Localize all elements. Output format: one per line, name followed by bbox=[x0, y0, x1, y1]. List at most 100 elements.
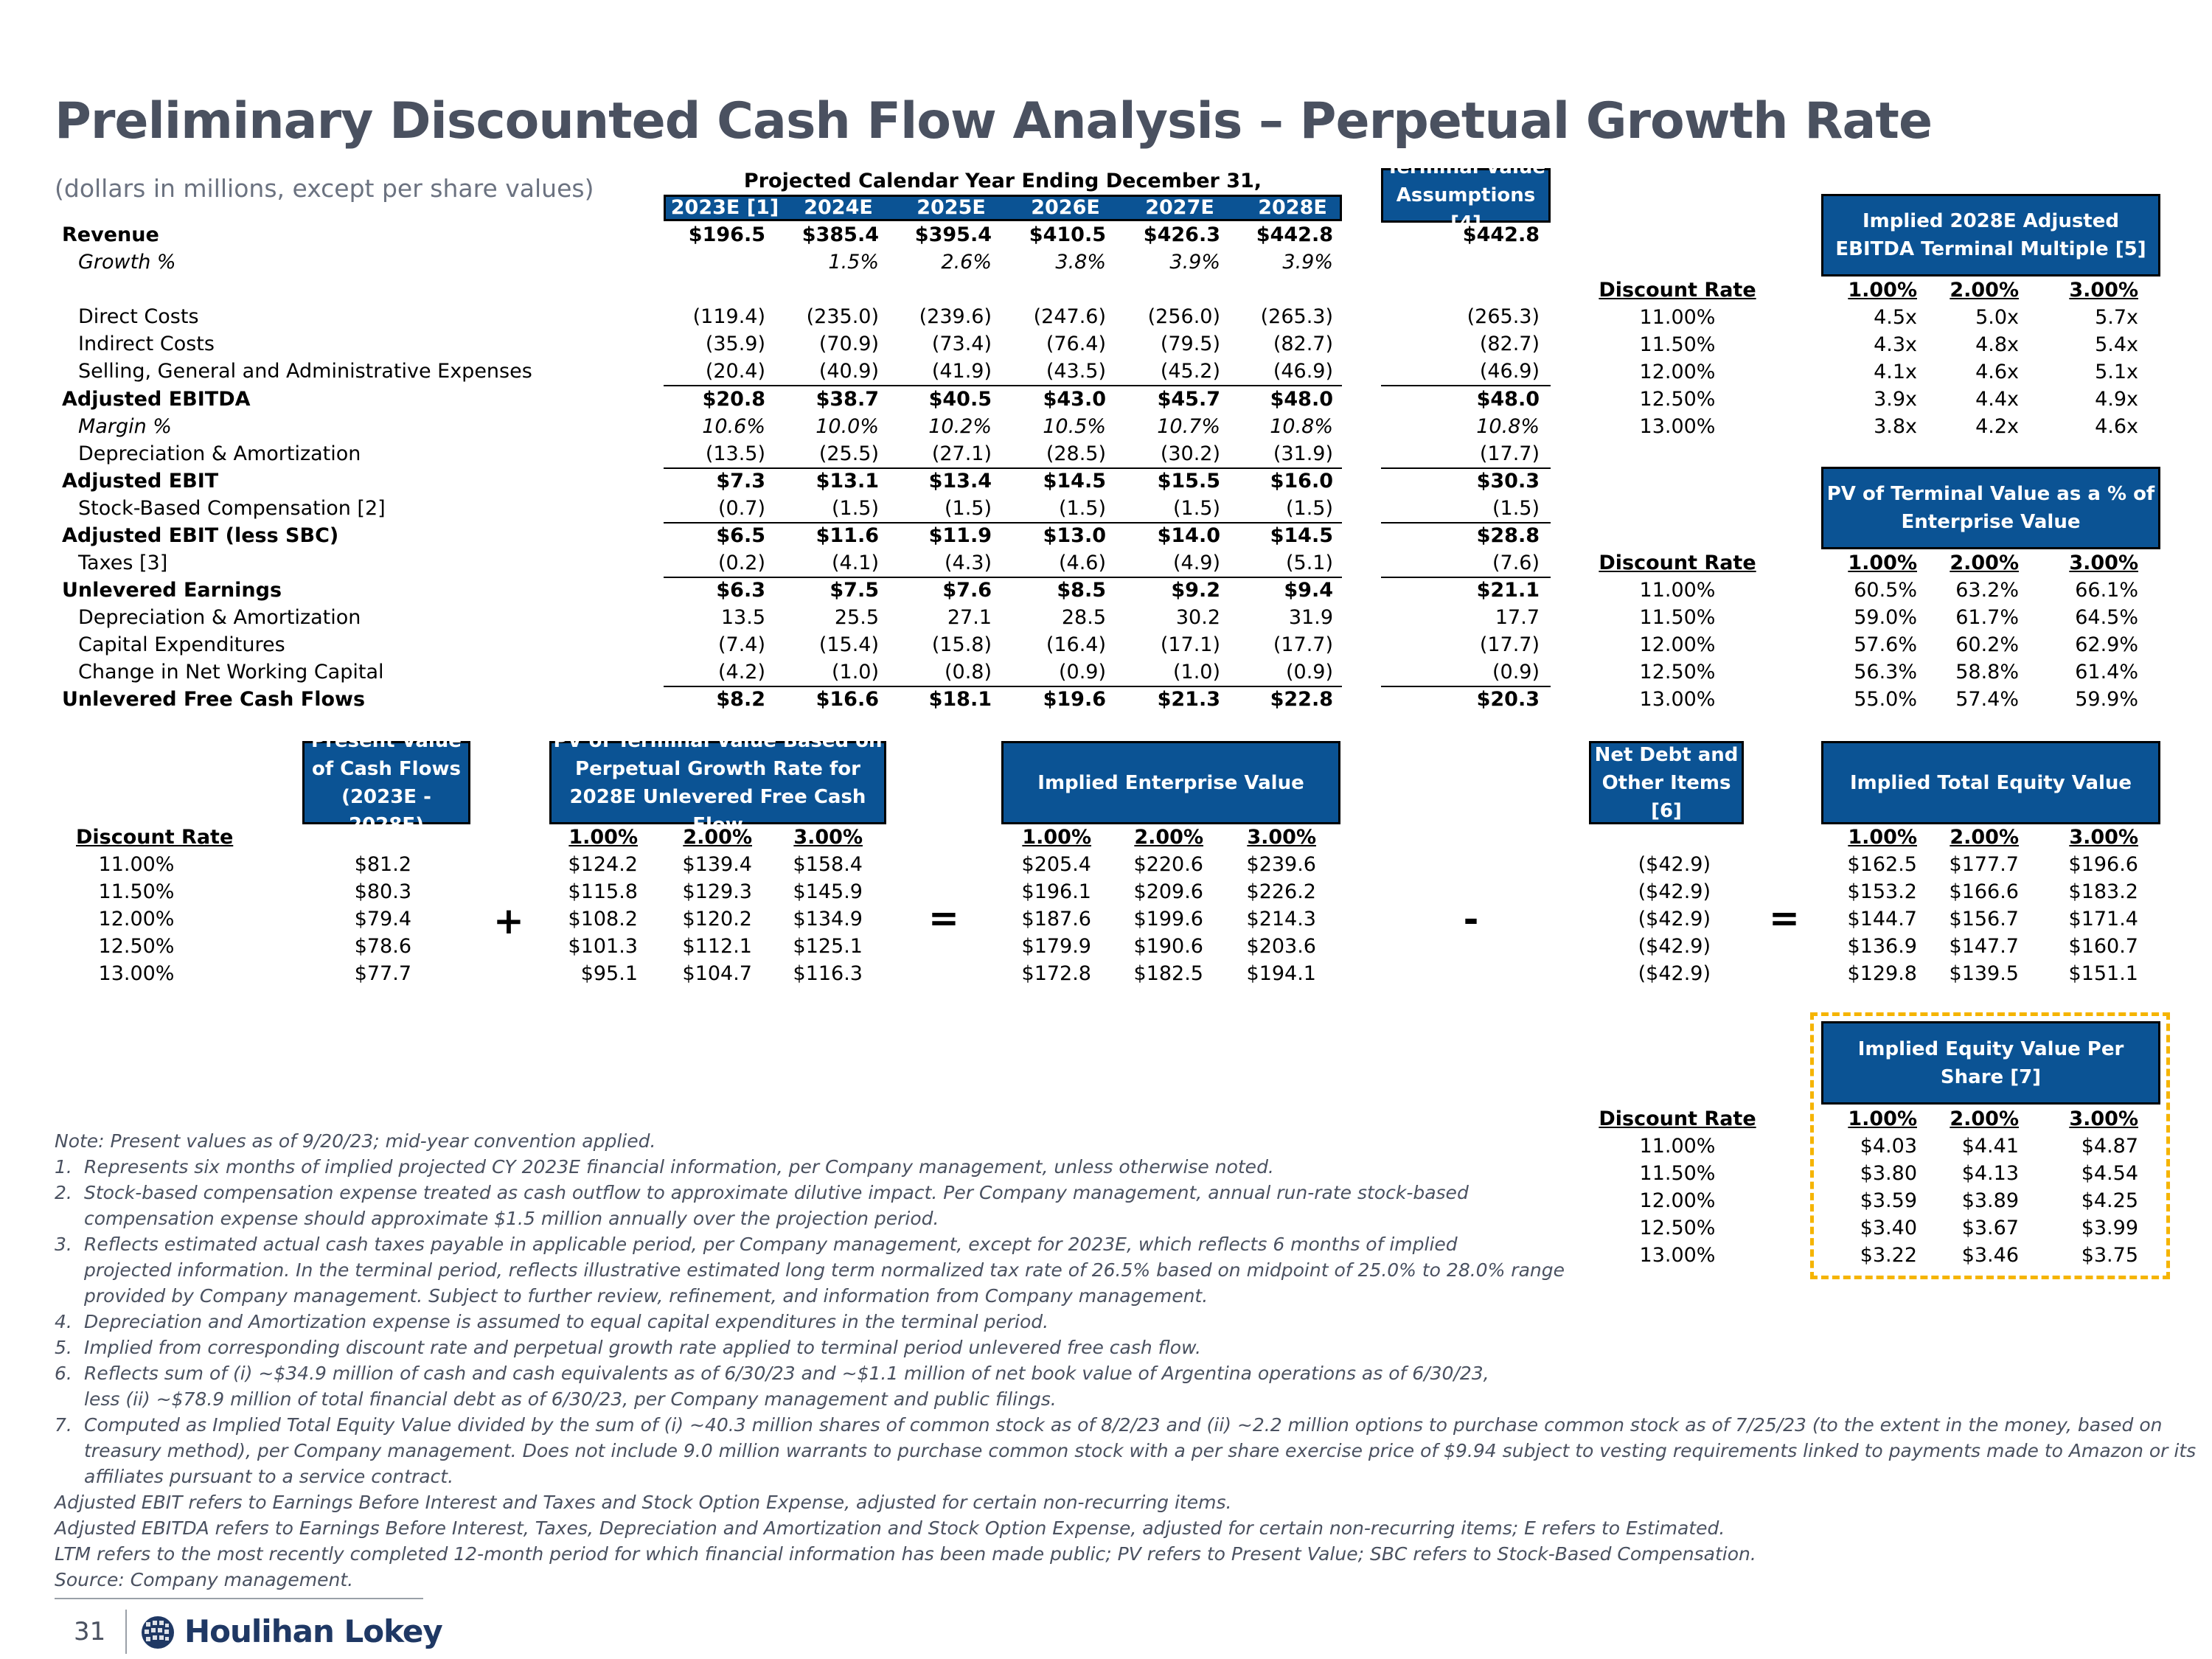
sensitivity-value: $129.8 bbox=[1847, 962, 1917, 985]
growth-rate-header: 1.00% bbox=[1848, 826, 1917, 849]
row-label: Unlevered Earnings bbox=[62, 579, 282, 602]
sensitivity-value: $160.7 bbox=[2068, 935, 2138, 958]
sensitivity-value: 62.9% bbox=[2075, 633, 2138, 656]
table-value: (16.4) bbox=[1046, 633, 1106, 656]
year-header: 2023E [1] bbox=[670, 196, 779, 219]
globe-logo-icon bbox=[142, 1616, 174, 1649]
table-value: (15.4) bbox=[818, 633, 879, 656]
table-value: 2.6% bbox=[941, 251, 992, 274]
sensitivity-value: 61.4% bbox=[2075, 661, 2138, 684]
sensitivity-value: 5.0x bbox=[1975, 306, 2019, 329]
terminal-value: (0.9) bbox=[1492, 661, 1540, 684]
row-label: Adjusted EBIT (less SBC) bbox=[62, 524, 339, 547]
sensitivity-value: $205.4 bbox=[1021, 853, 1091, 876]
terminal-value: $48.0 bbox=[1476, 388, 1540, 411]
sensitivity-value: $158.4 bbox=[793, 853, 863, 876]
sensitivity-value: $147.7 bbox=[1949, 935, 2019, 958]
net-debt-value: ($42.9) bbox=[1638, 880, 1711, 903]
discount-rate-label: Discount Rate bbox=[1599, 552, 1756, 574]
subtotal-rule bbox=[1381, 467, 1551, 469]
table-value: (27.1) bbox=[931, 442, 992, 465]
pv-tv-pct-header: PV of Terminal Value as a % of Enterpris… bbox=[1821, 467, 2160, 549]
subtotal-rule bbox=[1381, 577, 1551, 578]
sensitivity-value: $4.54 bbox=[2081, 1162, 2138, 1185]
table-value: $7.6 bbox=[942, 579, 992, 602]
terminal-value: $28.8 bbox=[1476, 524, 1540, 547]
table-value: (0.8) bbox=[944, 661, 992, 684]
table-value: $38.7 bbox=[815, 388, 879, 411]
definition-ebitda: Adjusted EBITDA refers to Earnings Befor… bbox=[55, 1517, 1725, 1539]
table-value: (0.9) bbox=[1285, 661, 1333, 684]
table-value: (45.2) bbox=[1160, 360, 1220, 383]
sensitivity-value: $209.6 bbox=[1133, 880, 1203, 903]
table-value: $11.9 bbox=[928, 524, 992, 547]
terminal-value: 10.8% bbox=[1476, 415, 1540, 438]
growth-rate-header: 1.00% bbox=[1848, 552, 1917, 574]
growth-rate-header: 3.00% bbox=[2069, 279, 2138, 302]
sensitivity-value: $112.1 bbox=[682, 935, 752, 958]
row-label: Change in Net Working Capital bbox=[78, 661, 384, 684]
table-value: $426.3 bbox=[1143, 223, 1220, 246]
discount-rate: 12.00% bbox=[98, 908, 175, 931]
subtotal-rule bbox=[664, 686, 1342, 687]
table-value: (79.5) bbox=[1160, 333, 1220, 355]
growth-rate-header: 3.00% bbox=[1247, 826, 1316, 849]
table-value: (7.4) bbox=[717, 633, 765, 656]
sensitivity-value: $125.1 bbox=[793, 935, 863, 958]
sensitivity-value: 59.9% bbox=[2075, 688, 2138, 711]
table-value: $410.5 bbox=[1029, 223, 1106, 246]
table-value: (4.3) bbox=[944, 552, 992, 574]
table-value: 10.5% bbox=[1043, 415, 1106, 438]
table-value: $395.4 bbox=[914, 223, 992, 246]
growth-rate-header: 2.00% bbox=[1134, 826, 1203, 849]
discount-rate-label: Discount Rate bbox=[1599, 1107, 1756, 1130]
terminal-value: $30.3 bbox=[1476, 470, 1540, 493]
growth-rate-header: 3.00% bbox=[2069, 552, 2138, 574]
footnotes: Note: Present values as of 9/20/23; mid-… bbox=[55, 1128, 2196, 1593]
row-label: Indirect Costs bbox=[78, 333, 215, 355]
subtotal-rule bbox=[1381, 522, 1551, 524]
sensitivity-value: 5.4x bbox=[2095, 333, 2138, 356]
sensitivity-value: $182.5 bbox=[1133, 962, 1203, 985]
footnote-2: 2. Stock-based compensation expense treat… bbox=[55, 1182, 1469, 1203]
note-line: Note: Present values as of 9/20/23; mid-… bbox=[55, 1130, 656, 1152]
pv-cash-flow-value: $78.6 bbox=[354, 935, 411, 958]
row-label: Depreciation & Amortization bbox=[78, 606, 361, 629]
sensitivity-value: $196.6 bbox=[2068, 853, 2138, 876]
table-value: (43.5) bbox=[1046, 360, 1106, 383]
table-value: (239.6) bbox=[919, 305, 992, 328]
net-debt-value: ($42.9) bbox=[1638, 908, 1711, 931]
row-label: Stock-Based Compensation [2] bbox=[78, 497, 386, 520]
table-value: $7.5 bbox=[830, 579, 879, 602]
sensitivity-value: $179.9 bbox=[1021, 935, 1091, 958]
discount-rate: 12.50% bbox=[1639, 1217, 1716, 1239]
growth-rate-header: 2.00% bbox=[1950, 552, 2019, 574]
discount-rate: 11.50% bbox=[1639, 333, 1716, 356]
sensitivity-value: $4.13 bbox=[1961, 1162, 2019, 1185]
table-value: (256.0) bbox=[1147, 305, 1220, 328]
table-value: (0.2) bbox=[717, 552, 765, 574]
footnote-7-cont: treasury method), per Company management… bbox=[84, 1440, 2197, 1461]
sensitivity-value: $203.6 bbox=[1246, 935, 1316, 958]
table-value: (35.9) bbox=[705, 333, 765, 355]
sensitivity-value: 4.2x bbox=[1975, 415, 2019, 438]
terminal-value: (46.9) bbox=[1479, 360, 1540, 383]
sensitivity-value: 4.1x bbox=[1874, 361, 1917, 383]
table-value: (82.7) bbox=[1273, 333, 1333, 355]
growth-rate-header: 1.00% bbox=[1022, 826, 1091, 849]
sensitivity-value: 3.8x bbox=[1874, 415, 1917, 438]
table-value: (1.5) bbox=[944, 497, 992, 520]
table-value: (15.8) bbox=[931, 633, 992, 656]
pv-cash-flow-value: $81.2 bbox=[354, 853, 411, 876]
sensitivity-value: $4.03 bbox=[1860, 1135, 1917, 1158]
footnote-6: 6. Reflects sum of (i) ~$34.9 million of … bbox=[55, 1363, 1489, 1384]
growth-rate-header: 2.00% bbox=[1950, 279, 2019, 302]
row-label: Unlevered Free Cash Flows bbox=[62, 688, 366, 711]
sensitivity-value: $108.2 bbox=[568, 908, 638, 931]
implied-equity-header: Implied Total Equity Value bbox=[1821, 741, 2160, 824]
sensitivity-value: $3.89 bbox=[1961, 1189, 2019, 1212]
footer-divider bbox=[125, 1610, 127, 1654]
table-value: $9.2 bbox=[1171, 579, 1220, 602]
subtotal-rule bbox=[664, 577, 1342, 578]
footnote-3: 3. Reflects estimated actual cash taxes p… bbox=[55, 1234, 1458, 1255]
